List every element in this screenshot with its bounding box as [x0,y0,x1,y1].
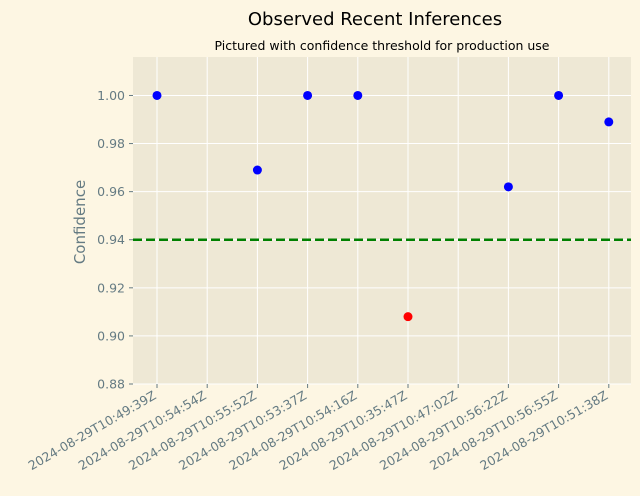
data-point [403,312,413,322]
data-point [604,117,614,127]
x-axis-ticks: 2024-08-29T10:49:39Z2024-08-29T10:54:54Z… [25,384,610,473]
y-tick-label: 0.96 [97,184,125,199]
plot-area [133,57,631,384]
y-tick-label: 0.88 [97,377,125,392]
grid-lines [133,57,631,385]
chart-title: Observed Recent Inferences [248,9,502,30]
y-axis-label: Confidence [71,180,89,264]
y-axis-ticks: 0.88 0.90 0.92 0.94 0.96 0.98 1.00 [97,88,133,392]
data-point [353,90,363,100]
data-point [554,90,564,100]
y-tick-label: 0.92 [97,280,125,295]
y-tick-label: 0.98 [97,136,125,151]
y-tick-label: 0.90 [97,328,125,343]
chart-subtitle: Pictured with confidence threshold for p… [214,38,549,53]
data-point [303,90,313,100]
data-point [252,165,262,175]
data-point [503,182,513,192]
data-points [152,90,614,322]
y-tick-label: 1.00 [97,88,125,103]
y-tick-label: 0.94 [97,232,125,247]
data-point [152,90,162,100]
